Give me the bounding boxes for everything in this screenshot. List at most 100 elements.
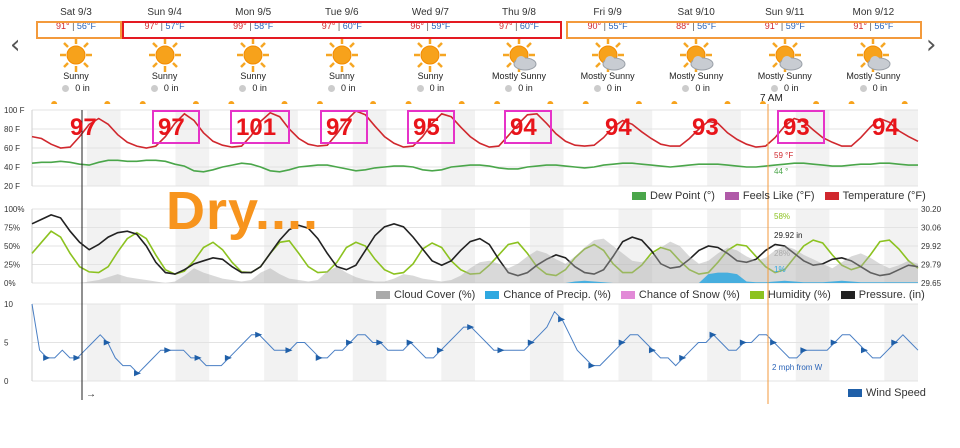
sunrise-icon [494,101,501,104]
day-high: 99° [233,21,247,31]
day-column[interactable]: Sat 9/3 91° | 56°F Sunny 0 in [32,6,120,94]
legend-label[interactable]: Pressure. (in) [858,289,925,301]
day-temps: 97° | 60°F [298,20,386,32]
wind-arrow-icon [558,316,566,323]
wind-arrow-icon [527,339,535,346]
wind-arrow-icon [43,354,51,361]
day-condition: Sunny [417,71,444,81]
sunrise-icon [759,101,766,104]
raindrop-icon [682,85,690,93]
day-column[interactable]: Mon 9/12 91° | 56°F Mostly Sunny 0 in [829,6,917,94]
day-precip: 0 in [741,82,829,94]
big-temp-label: 95 [413,114,440,141]
day-high: 97° [498,21,513,31]
day-high: 91° [55,21,70,31]
day-column[interactable]: Mon 9/5 99° | 58°F Sunny 0 in [209,6,297,94]
day-high: 91° [853,21,867,31]
day-precip-value: 0 in [341,83,356,93]
wind-arrow-icon [315,354,323,361]
day-low: 55°F [608,21,628,31]
legend-temperature: Dew Point (°) Feels Like (°F) Temperature … [622,190,926,202]
wind-arrow-icon [406,339,414,346]
day-low: 59°F [431,21,451,31]
readout-dewpoint: 44 ° [774,167,788,176]
big-temp-label: 94 [605,114,632,141]
day-temps: 97° | 57°F [121,20,209,32]
legend-label[interactable]: Dew Point (°) [650,190,715,202]
legend-label[interactable]: Cloud Cover (%) [394,289,476,301]
series-line [31,110,919,149]
mostly-sunny-icon [857,38,891,72]
wind-arrow-icon [891,339,899,346]
day-high: 88° [676,21,690,31]
temp-separator: | [423,21,432,31]
day-column[interactable]: Wed 9/7 96° | 59°F Sunny 0 in [386,6,474,94]
legend-swatch [724,192,739,201]
day-precip-value: 0 in [784,83,799,93]
sun-icon [148,38,181,72]
legend-swatch [376,291,390,300]
day-condition: Mostly Sunny [669,71,724,81]
day-column[interactable]: Sun 9/4 97° | 57°F Sunny 0 in [121,6,209,94]
y2-tick-label: 29.65 [921,279,942,288]
day-low: 56°F [76,21,97,31]
day-condition: Sunny [240,71,266,81]
day-condition: Mostly Sunny [580,71,635,81]
raindrop-icon [593,85,601,93]
sunset-icon [458,101,465,104]
y-tick-label: 25% [4,261,20,270]
big-temp-label: 97 [158,114,185,141]
prev-arrow-icon[interactable]: ‹ [10,30,21,60]
day-date: Mon 9/12 [852,7,895,18]
day-low: 60°F [342,21,362,31]
wind-arrow-icon [436,347,444,354]
legend-label[interactable]: Chance of Precip. (%) [503,289,611,301]
legend-label[interactable]: Temperature (°F) [842,190,926,202]
y-tick-label: 100% [4,205,24,214]
y2-tick-label: 30.20 [921,205,942,214]
sunset-icon [104,101,111,104]
sun-icon [60,38,92,72]
y-tick-label: 0 [4,377,9,386]
raindrop-icon [328,85,336,93]
mostly-sunny-icon [591,38,626,72]
next-arrow-icon[interactable]: › [926,30,937,60]
day-date: Mon 9/5 [235,7,272,18]
day-column[interactable]: Thu 9/8 97° | 60°F Mostly Sunny 0 in [475,6,563,94]
highlight-box-pink [504,110,552,144]
wind-arrow-icon [497,347,505,354]
day-low: 59°F [785,21,805,31]
legend-label[interactable]: Chance of Snow (%) [638,289,740,301]
y-tick-label: 20 F [4,182,20,191]
series-line [31,303,919,375]
legend-label[interactable]: Feels Like (°F) [742,190,815,202]
y2-tick-label: 29.79 [921,261,942,270]
legend-label[interactable]: Wind Speed [866,387,926,399]
day-column[interactable]: Tue 9/6 97° | 60°F Sunny 0 in [298,6,386,94]
wind-arrow-icon [830,339,838,346]
day-low: 56°F [697,21,717,31]
day-temps: 96° | 59°F [386,20,474,32]
day-column[interactable]: Fri 9/9 90° | 55°F Mostly Sunny 0 in [564,6,652,94]
legend-swatch [824,192,839,201]
sun-icon [414,38,447,72]
legend-label[interactable]: Humidity (%) [767,289,831,301]
day-column[interactable]: Sat 9/10 88° | 56°F Mostly Sunny 0 in [652,6,740,94]
day-date: Sat 9/3 [60,7,92,18]
sun-icon [237,38,270,72]
raindrop-icon [150,85,158,93]
wind-arrow-icon [73,354,81,361]
day-condition: Mostly Sunny [757,71,812,81]
day-precip: 0 in [32,82,120,94]
series-line [31,214,919,277]
day-low: 57°F [165,21,185,31]
legend-wind: Wind Speed [838,387,926,399]
wind-arrow-icon [285,347,293,354]
raindrop-icon [505,85,513,93]
day-column[interactable]: Sun 9/11 91° | 59°F Mostly Sunny 0 in [741,6,829,94]
temp-separator: | [689,21,698,31]
day-precip: 0 in [564,82,652,94]
dry-annotation: Dry.... [166,181,320,241]
sunrise-icon [228,101,235,104]
day-date: Fri 9/9 [593,7,622,18]
